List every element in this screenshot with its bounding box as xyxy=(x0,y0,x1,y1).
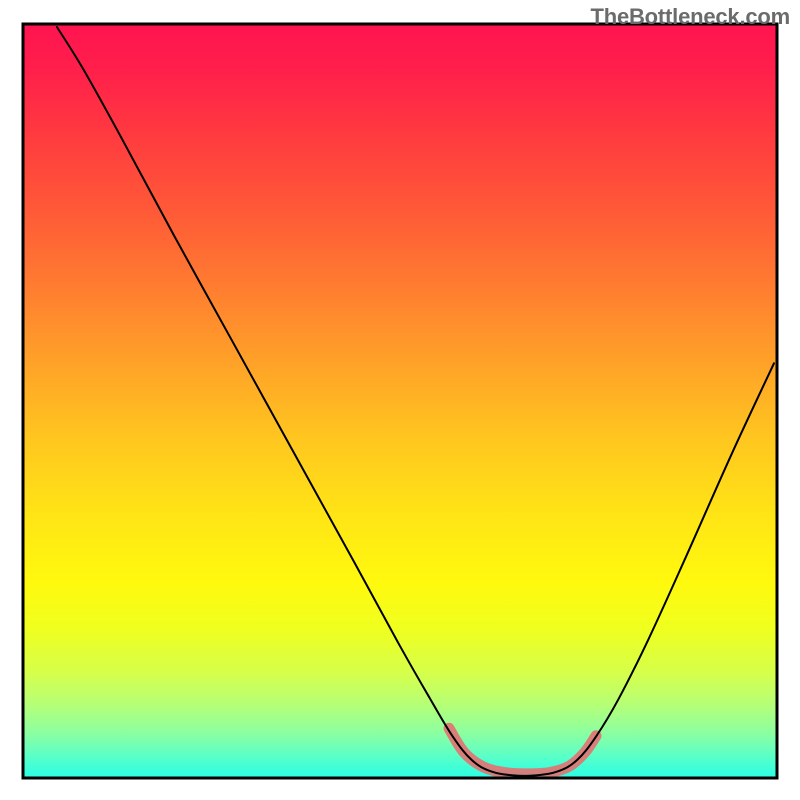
watermark-text: TheBottleneck.com xyxy=(590,4,790,30)
bottleneck-chart: TheBottleneck.com xyxy=(0,0,800,800)
chart-svg xyxy=(0,0,800,800)
